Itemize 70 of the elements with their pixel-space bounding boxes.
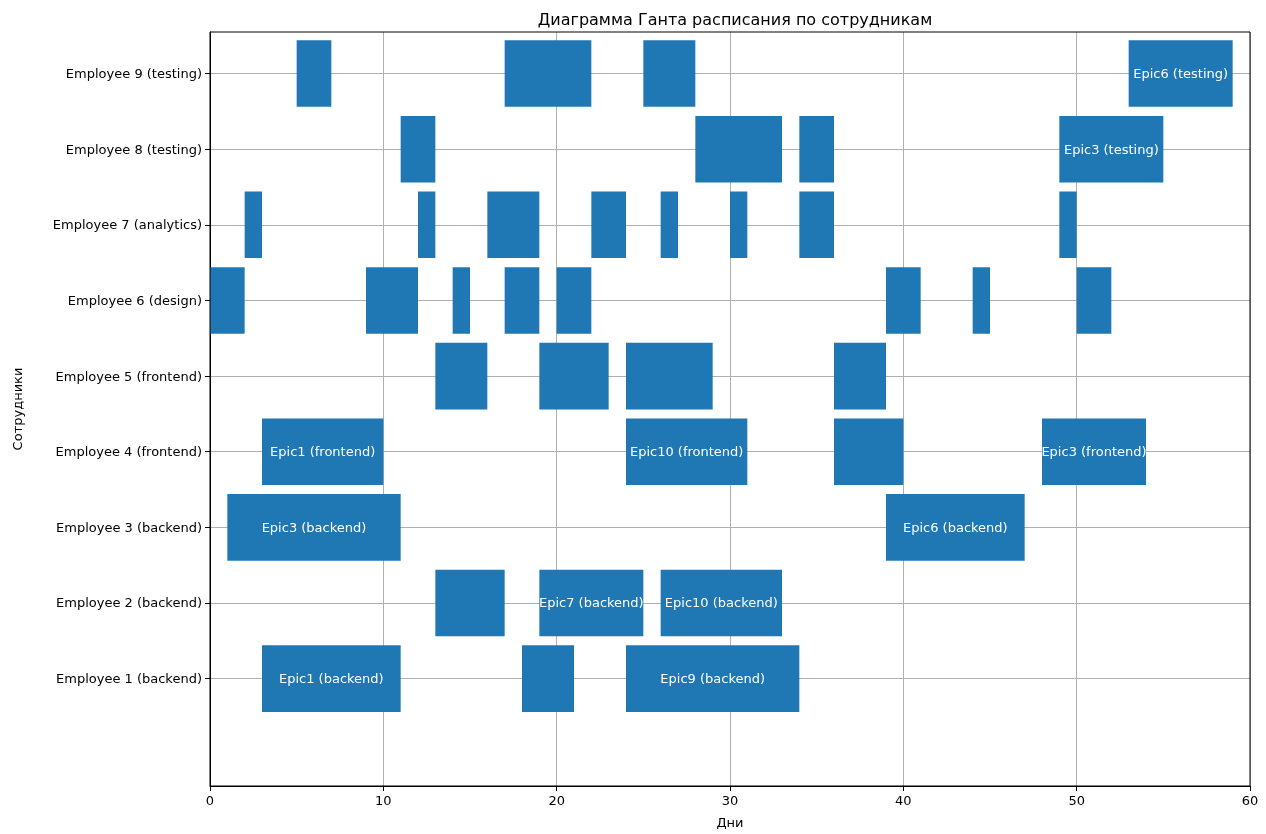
bar [227, 494, 401, 561]
bar [886, 267, 921, 334]
x-tick-label: 30 [721, 793, 739, 808]
y-tick-label: Employee 4 (frontend) [55, 444, 202, 460]
y-tick-label: Employee 6 (design) [67, 292, 202, 308]
bar [418, 191, 436, 259]
bar [799, 115, 834, 183]
bar [522, 645, 574, 712]
data-label: Epic6 (backend) [902, 519, 1008, 535]
bar [504, 40, 592, 107]
x-tick-label: 20 [548, 793, 565, 808]
bar [834, 418, 904, 486]
data-label: Epic1 (frontend) [270, 444, 376, 460]
x-tick-label: 10 [375, 793, 392, 808]
bar [1059, 115, 1164, 183]
bar [435, 569, 505, 637]
y-tick-label: Employee 3 (backend) [56, 519, 202, 535]
bar [799, 191, 834, 259]
bar [210, 267, 245, 334]
bar [1076, 267, 1112, 334]
data-label: Epic1 (backend) [278, 671, 384, 687]
bar [487, 191, 540, 259]
data-label: Epic7 (backend) [538, 595, 644, 611]
bar [435, 342, 488, 410]
chart-title: Диаграмма Ганта расписания по сотрудникам [537, 9, 933, 29]
bar [643, 40, 696, 107]
bar [556, 267, 592, 334]
y-tick-label: Employee 9 (testing) [65, 66, 202, 82]
bar [262, 645, 401, 712]
bar [1042, 418, 1146, 486]
bar [660, 191, 678, 259]
y-tick-label: Employee 2 (backend) [56, 595, 202, 611]
bar [626, 645, 800, 712]
bar [452, 267, 470, 334]
bar [626, 342, 713, 410]
bar [972, 267, 990, 334]
bar [886, 494, 1025, 561]
data-label: Epic3 (testing) [1063, 141, 1159, 157]
bar [1059, 191, 1077, 259]
bar [296, 40, 332, 107]
data-label: Epic6 (testing) [1133, 66, 1229, 82]
bar [660, 569, 782, 637]
x-tick-label: 0 [205, 793, 215, 808]
y-tick-label: Employee 5 (frontend) [55, 368, 202, 384]
data-label: Epic9 (backend) [660, 671, 766, 687]
bar [695, 115, 782, 183]
bar [244, 191, 262, 259]
bar [626, 418, 748, 486]
bar [366, 267, 418, 334]
y-tick-label: Employee 7 (analytics) [52, 217, 202, 233]
data-label: Epic3 (backend) [261, 519, 367, 535]
bar [262, 418, 384, 486]
bar [400, 115, 436, 183]
bar [591, 191, 626, 259]
data-label: Epic10 (backend) [664, 595, 778, 611]
bar [504, 267, 540, 334]
data-label: Epic10 (frontend) [629, 444, 744, 460]
bar [1128, 40, 1233, 107]
y-tick-label: Employee 8 (testing) [65, 141, 202, 157]
data-label: Epic3 (frontend) [1041, 444, 1147, 460]
bar [539, 342, 609, 410]
x-axis-title: Дни [716, 815, 744, 830]
y-axis-title: Сотрудники [10, 367, 25, 451]
bar [730, 191, 748, 259]
x-tick-label: 40 [895, 793, 912, 808]
x-tick-label: 60 [1241, 793, 1259, 808]
y-tick-label: Employee 1 (backend) [56, 671, 202, 687]
bar [539, 569, 644, 637]
bar [834, 342, 886, 410]
x-tick-label: 50 [1068, 793, 1085, 808]
